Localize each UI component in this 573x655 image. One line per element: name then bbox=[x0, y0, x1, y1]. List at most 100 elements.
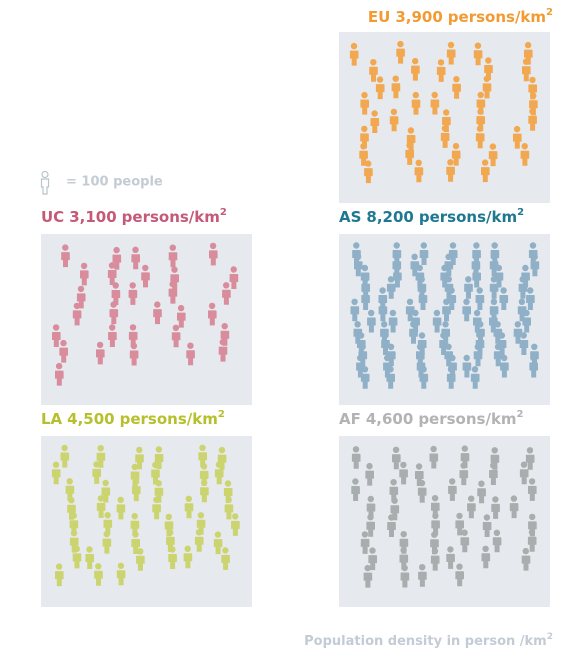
person-icon bbox=[360, 91, 369, 115]
person-icon bbox=[356, 354, 365, 378]
person-icon bbox=[184, 495, 194, 519]
person-icon bbox=[378, 298, 388, 322]
person-icon bbox=[186, 342, 195, 366]
footnote: Population density in person /km2 bbox=[304, 632, 553, 649]
person-icon bbox=[360, 531, 370, 554]
person-icon bbox=[522, 309, 531, 333]
person-icon bbox=[389, 108, 399, 132]
person-icon bbox=[436, 59, 446, 82]
person-icon bbox=[59, 339, 68, 363]
person-icon bbox=[116, 562, 126, 586]
person-icon bbox=[430, 547, 440, 571]
legend-label: = 100 people bbox=[66, 175, 163, 190]
person-icon bbox=[72, 302, 82, 326]
person-icon bbox=[128, 282, 138, 305]
person-icon bbox=[430, 91, 440, 115]
value-label: 3,900 bbox=[395, 8, 442, 26]
person-icon bbox=[414, 159, 424, 183]
person-icon bbox=[451, 142, 461, 166]
unit: persons/km bbox=[418, 410, 516, 428]
person-icon bbox=[370, 110, 380, 133]
person-icon bbox=[405, 142, 414, 165]
panel-label: EU 3,900 persons/km2 bbox=[368, 7, 553, 26]
person-icon bbox=[109, 301, 119, 325]
person-icon bbox=[132, 478, 141, 502]
person-icon bbox=[525, 447, 535, 470]
person-icon bbox=[52, 324, 61, 347]
person-icon bbox=[136, 548, 145, 571]
person-icon bbox=[351, 478, 360, 501]
person-icon bbox=[530, 253, 540, 277]
person-icon bbox=[65, 478, 75, 501]
person-icon bbox=[481, 545, 491, 569]
person-icon bbox=[442, 298, 451, 322]
person-icon bbox=[388, 309, 398, 333]
person-icon bbox=[528, 478, 537, 501]
person-icon bbox=[55, 362, 64, 386]
person-icon bbox=[529, 354, 538, 378]
unit-superscript: 2 bbox=[218, 409, 225, 420]
person-icon bbox=[475, 125, 485, 149]
person-icon bbox=[350, 298, 360, 322]
unit: persons/km bbox=[419, 208, 517, 226]
person-icon bbox=[367, 309, 376, 333]
person-icon bbox=[392, 446, 401, 470]
icon-group bbox=[351, 445, 537, 588]
person-icon bbox=[460, 529, 470, 553]
panel bbox=[339, 436, 550, 607]
person-icon bbox=[429, 445, 439, 469]
person-icon bbox=[491, 496, 500, 519]
region: LA bbox=[41, 410, 63, 428]
person-icon bbox=[411, 57, 420, 81]
person-icon bbox=[218, 338, 228, 362]
person-icon bbox=[519, 332, 529, 355]
legend-icon bbox=[40, 170, 50, 195]
person-icon bbox=[488, 143, 498, 167]
person-icon bbox=[85, 546, 94, 569]
person-icon bbox=[448, 242, 458, 265]
person-icon bbox=[448, 478, 457, 501]
person-icon bbox=[96, 495, 106, 518]
person-icon bbox=[80, 262, 89, 286]
person-icon bbox=[470, 366, 480, 389]
person-icon bbox=[452, 76, 461, 99]
panel bbox=[41, 234, 252, 405]
person-icon bbox=[473, 42, 483, 66]
value-label: 3,100 bbox=[69, 208, 116, 226]
person-icon bbox=[419, 366, 429, 389]
unit-superscript: 2 bbox=[517, 207, 524, 218]
person-icon bbox=[526, 287, 535, 310]
person-icon bbox=[440, 264, 449, 288]
person-icon bbox=[194, 529, 204, 552]
person-icon bbox=[102, 530, 112, 554]
person-icon bbox=[387, 514, 396, 537]
person-icon bbox=[440, 125, 450, 148]
region: AF bbox=[339, 410, 361, 428]
person-icon bbox=[222, 282, 231, 305]
person-icon bbox=[455, 563, 464, 587]
person-icon bbox=[409, 321, 418, 344]
person-icon bbox=[55, 563, 64, 587]
person-icon bbox=[417, 479, 427, 503]
person-icon bbox=[364, 160, 373, 184]
person-icon bbox=[489, 276, 499, 299]
person-icon bbox=[96, 341, 105, 365]
person-icon bbox=[446, 41, 456, 65]
region: UC bbox=[41, 208, 64, 226]
person-icon bbox=[521, 547, 531, 571]
person-icon bbox=[446, 159, 455, 182]
person-icon bbox=[396, 40, 405, 64]
panel-label: UC 3,100 persons/km2 bbox=[41, 207, 227, 226]
person-icon bbox=[229, 266, 239, 289]
person-icon bbox=[129, 342, 139, 366]
icon-group bbox=[350, 242, 540, 389]
icon-group bbox=[349, 40, 538, 184]
person-icon bbox=[432, 309, 442, 333]
person-icon bbox=[475, 287, 485, 310]
person-icon bbox=[72, 545, 82, 569]
region: EU bbox=[368, 8, 390, 26]
person-icon bbox=[391, 75, 401, 99]
person-icon bbox=[349, 42, 359, 66]
person-icon bbox=[363, 564, 373, 588]
person-icon bbox=[459, 462, 469, 486]
